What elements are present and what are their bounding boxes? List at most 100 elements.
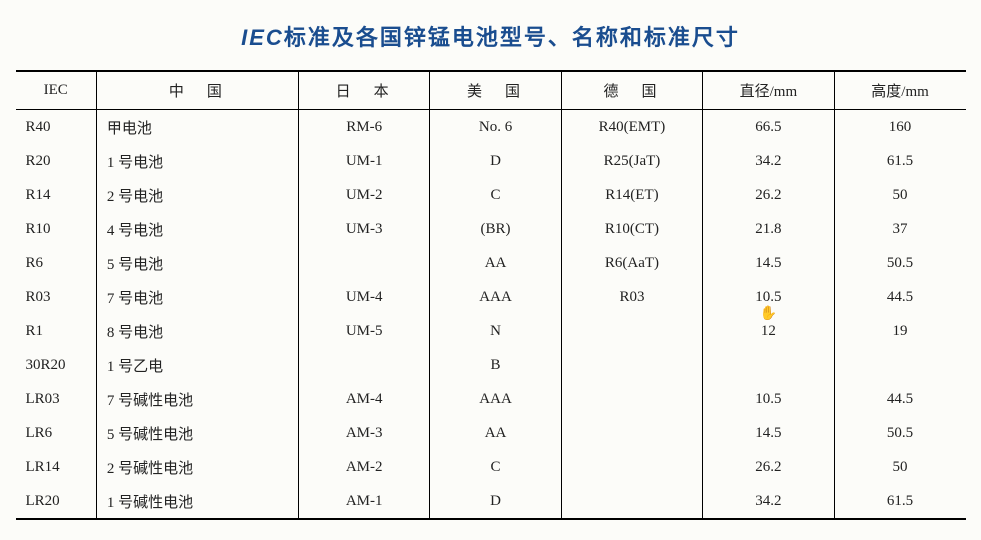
cell-jp: AM-4 bbox=[298, 382, 429, 416]
cell-us: (BR) bbox=[430, 212, 561, 246]
cell-cn: 5 号碱性电池 bbox=[96, 416, 298, 450]
cell-jp bbox=[298, 348, 429, 382]
cell-us: N bbox=[430, 314, 561, 348]
cell-iec: R03 bbox=[16, 280, 97, 314]
cell-us: AAA bbox=[430, 280, 561, 314]
cell-jp: UM-3 bbox=[298, 212, 429, 246]
cell-dia: 34.2 bbox=[703, 484, 834, 519]
cell-cn: 5 号电池 bbox=[96, 246, 298, 280]
table-header-row: IEC 中 国 日 本 美 国 德 国 直径/mm 高度/mm bbox=[16, 71, 966, 110]
cell-jp: AM-2 bbox=[298, 450, 429, 484]
cell-h: 50.5 bbox=[834, 416, 965, 450]
cell-de: R25(JaT) bbox=[561, 144, 702, 178]
table-row: LR142 号碱性电池AM-2C 26.250 bbox=[16, 450, 966, 484]
page-title: IEC标准及各国锌锰电池型号、名称和标准尺寸 bbox=[15, 20, 966, 52]
cell-us: C bbox=[430, 178, 561, 212]
cell-dia: 21.8 bbox=[703, 212, 834, 246]
cell-h: 44.5 bbox=[834, 382, 965, 416]
cell-cn: 1 号碱性电池 bbox=[96, 484, 298, 519]
cell-jp: RM-6 bbox=[298, 110, 429, 145]
table-row: R037 号电池UM-4AAAR0310.5✋44.5 bbox=[16, 280, 966, 314]
table-row: R18 号电池UM-5N1219 bbox=[16, 314, 966, 348]
header-usa: 美 国 bbox=[430, 71, 561, 110]
cell-jp: UM-2 bbox=[298, 178, 429, 212]
cell-h: 160 bbox=[834, 110, 965, 145]
cell-iec: R14 bbox=[16, 178, 97, 212]
cell-us: AAA bbox=[430, 382, 561, 416]
cell-jp bbox=[298, 246, 429, 280]
header-germany: 德 国 bbox=[561, 71, 702, 110]
table-row: LR037 号碱性电池AM-4AAA 10.544.5 bbox=[16, 382, 966, 416]
cell-cn: 1 号乙电 bbox=[96, 348, 298, 382]
cell-dia bbox=[703, 348, 834, 382]
table-row: R201 号电池UM-1DR25(JaT)34.261.5 bbox=[16, 144, 966, 178]
cell-iec: R10 bbox=[16, 212, 97, 246]
cell-cn: 甲电池 bbox=[96, 110, 298, 145]
cell-iec: LR20 bbox=[16, 484, 97, 519]
cell-iec: 30R20 bbox=[16, 348, 97, 382]
cell-jp: AM-3 bbox=[298, 416, 429, 450]
cell-de bbox=[561, 382, 702, 416]
cell-jp: UM-1 bbox=[298, 144, 429, 178]
header-china: 中 国 bbox=[96, 71, 298, 110]
cell-cn: 2 号电池 bbox=[96, 178, 298, 212]
title-rest: 标准及各国锌锰电池型号、名称和标准尺寸 bbox=[284, 25, 740, 50]
cell-de: R10(CT) bbox=[561, 212, 702, 246]
cell-dia: 12 bbox=[703, 314, 834, 348]
cell-iec: R1 bbox=[16, 314, 97, 348]
header-height: 高度/mm bbox=[834, 71, 965, 110]
cell-cn: 7 号碱性电池 bbox=[96, 382, 298, 416]
table-row: R40甲电池RM-6No. 6R40(EMT)66.5160 bbox=[16, 110, 966, 145]
cell-h: 61.5 bbox=[834, 144, 965, 178]
cell-us: B bbox=[430, 348, 561, 382]
cell-de bbox=[561, 348, 702, 382]
cell-cn: 7 号电池 bbox=[96, 280, 298, 314]
cell-cn: 4 号电池 bbox=[96, 212, 298, 246]
table-body: R40甲电池RM-6No. 6R40(EMT)66.5160R201 号电池UM… bbox=[16, 110, 966, 520]
cell-h: 37 bbox=[834, 212, 965, 246]
cell-de: R40(EMT) bbox=[561, 110, 702, 145]
cell-de: R03 bbox=[561, 280, 702, 314]
table-row: R104 号电池UM-3(BR)R10(CT)21.837 bbox=[16, 212, 966, 246]
cell-de: R6(AaT) bbox=[561, 246, 702, 280]
table-row: LR65 号碱性电池AM-3AA14.550.5 bbox=[16, 416, 966, 450]
cell-h: 44.5 bbox=[834, 280, 965, 314]
cell-dia: 10.5 bbox=[703, 382, 834, 416]
cell-de bbox=[561, 314, 702, 348]
cell-iec: LR6 bbox=[16, 416, 97, 450]
cell-iec: R6 bbox=[16, 246, 97, 280]
cell-h: 61.5 bbox=[834, 484, 965, 519]
header-iec: IEC bbox=[16, 71, 97, 110]
cell-iec: R20 bbox=[16, 144, 97, 178]
cell-de bbox=[561, 416, 702, 450]
page-container: IEC标准及各国锌锰电池型号、名称和标准尺寸 IEC 中 国 日 本 美 国 德… bbox=[15, 20, 966, 520]
cell-dia: 10.5✋ bbox=[703, 280, 834, 314]
cell-cn: 1 号电池 bbox=[96, 144, 298, 178]
table-row: R142 号电池UM-2CR14(ET)26.250 bbox=[16, 178, 966, 212]
cell-dia: 14.5 bbox=[703, 416, 834, 450]
cell-us: AA bbox=[430, 246, 561, 280]
cell-dia: 66.5 bbox=[703, 110, 834, 145]
cell-h bbox=[834, 348, 965, 382]
cell-us: C bbox=[430, 450, 561, 484]
cell-dia: 26.2 bbox=[703, 450, 834, 484]
cell-dia: 34.2 bbox=[703, 144, 834, 178]
cell-iec: R40 bbox=[16, 110, 97, 145]
cell-iec: LR03 bbox=[16, 382, 97, 416]
header-japan: 日 本 bbox=[298, 71, 429, 110]
cell-dia: 14.5 bbox=[703, 246, 834, 280]
cell-cn: 2 号碱性电池 bbox=[96, 450, 298, 484]
cell-h: 50.5 bbox=[834, 246, 965, 280]
cell-h: 19 bbox=[834, 314, 965, 348]
cell-us: No. 6 bbox=[430, 110, 561, 145]
cell-dia: 26.2 bbox=[703, 178, 834, 212]
header-diameter: 直径/mm bbox=[703, 71, 834, 110]
table-row: 30R201 号乙电 B bbox=[16, 348, 966, 382]
cell-us: D bbox=[430, 484, 561, 519]
cell-cn: 8 号电池 bbox=[96, 314, 298, 348]
cell-de: R14(ET) bbox=[561, 178, 702, 212]
cell-h: 50 bbox=[834, 450, 965, 484]
cell-iec: LR14 bbox=[16, 450, 97, 484]
cell-us: D bbox=[430, 144, 561, 178]
cell-jp: AM-1 bbox=[298, 484, 429, 519]
